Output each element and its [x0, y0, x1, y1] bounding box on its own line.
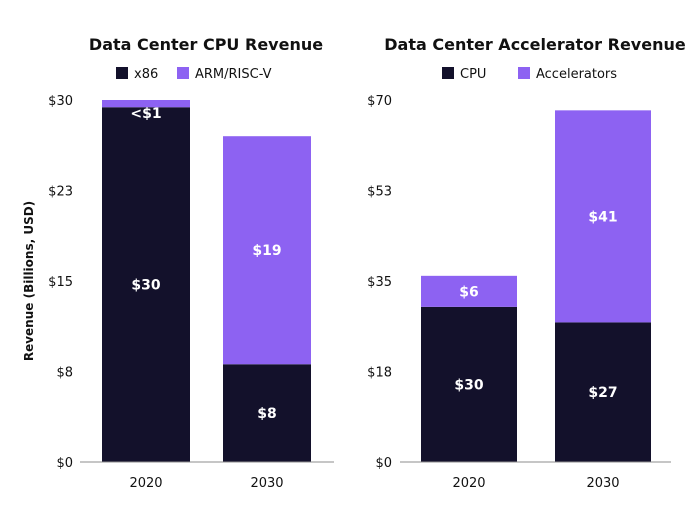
- x-axis-ticks: 2020 2030: [129, 476, 283, 491]
- data-label: $41: [588, 209, 617, 225]
- y-tick-label: $8: [56, 366, 73, 381]
- x-tick-label: 2020: [129, 476, 162, 491]
- y-tick-label: $70: [367, 94, 392, 109]
- y-tick-label: $35: [367, 275, 392, 290]
- bar-segment: [223, 136, 311, 365]
- x-tick-label: 2030: [586, 476, 619, 491]
- bar-segment: [555, 322, 651, 462]
- bar-segment: [421, 306, 517, 462]
- data-label: <$1: [130, 106, 161, 122]
- x-tick-label: 2030: [250, 476, 283, 491]
- chart-cpu-revenue: Data Center CPU Revenue x86 ARM/RISC-V R…: [22, 35, 334, 491]
- y-tick-label: $23: [48, 185, 73, 200]
- chart-accelerator-revenue: Data Center Accelerator Revenue CPU Acce…: [367, 35, 686, 491]
- legend: CPU Accelerators: [442, 67, 617, 82]
- chart-title: Data Center CPU Revenue: [89, 35, 323, 54]
- data-label: $8: [257, 406, 276, 422]
- y-tick-label: $53: [367, 185, 392, 200]
- y-tick-label: $18: [367, 366, 392, 381]
- y-tick-label: $0: [56, 456, 73, 471]
- data-label: $30: [454, 377, 483, 393]
- x-tick-label: 2020: [452, 476, 485, 491]
- bars: [421, 110, 651, 462]
- chart-title: Data Center Accelerator Revenue: [384, 35, 686, 54]
- bar-segment: [102, 107, 190, 463]
- y-tick-label: $15: [48, 275, 73, 290]
- data-label: $30: [131, 278, 160, 294]
- legend-label: ARM/RISC-V: [195, 67, 272, 82]
- data-labels: $30 <$1 $8 $19: [130, 106, 281, 422]
- legend-swatch: [116, 67, 128, 79]
- y-axis-label: Revenue (Billions, USD): [22, 201, 36, 361]
- y-axis-ticks: $0 $8 $15 $23 $30: [48, 94, 73, 471]
- bar-segment: [102, 100, 190, 108]
- y-axis-ticks: $0 $18 $35 $53 $70: [367, 94, 392, 471]
- legend-label: Accelerators: [536, 67, 617, 82]
- y-tick-label: $30: [48, 94, 73, 109]
- data-label: $6: [459, 284, 478, 300]
- data-label: $19: [252, 243, 281, 259]
- x-axis-ticks: 2020 2030: [452, 476, 619, 491]
- y-tick-label: $0: [375, 456, 392, 471]
- data-labels: $30 $6 $27 $41: [454, 209, 617, 401]
- legend-swatch: [177, 67, 189, 79]
- legend-label: CPU: [460, 67, 486, 82]
- bar-segment: [223, 364, 311, 462]
- legend: x86 ARM/RISC-V: [116, 67, 272, 82]
- legend-label: x86: [134, 67, 158, 82]
- legend-swatch: [442, 67, 454, 79]
- bar-segment: [555, 110, 651, 323]
- data-label: $27: [588, 385, 617, 401]
- bar-segment: [421, 275, 517, 307]
- bars: [102, 100, 311, 463]
- legend-swatch: [518, 67, 530, 79]
